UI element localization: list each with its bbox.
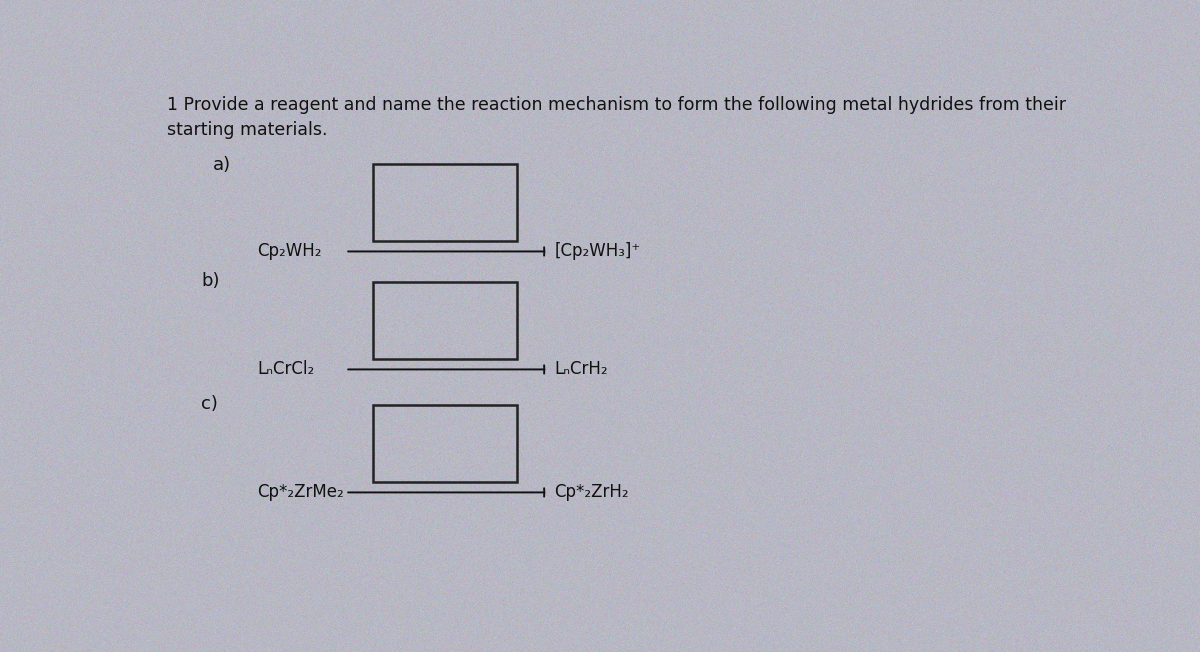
Text: Cp*₂ZrMe₂: Cp*₂ZrMe₂ [257, 483, 343, 501]
Text: c): c) [202, 394, 218, 413]
Bar [373, 404, 517, 482]
Bar [373, 282, 517, 359]
Text: [Cp₂WH₃]⁺: [Cp₂WH₃]⁺ [554, 243, 641, 260]
Text: Cp₂WH₂: Cp₂WH₂ [257, 243, 322, 260]
Bar [373, 164, 517, 241]
Text: Cp*₂ZrH₂: Cp*₂ZrH₂ [554, 483, 629, 501]
Text: LₙCrCl₂: LₙCrCl₂ [257, 361, 314, 378]
Text: starting materials.: starting materials. [167, 121, 328, 139]
Text: a): a) [214, 156, 232, 174]
Text: b): b) [202, 271, 220, 289]
Text: 1 Provide a reagent and name the reaction mechanism to form the following metal : 1 Provide a reagent and name the reactio… [167, 96, 1066, 114]
Text: LₙCrH₂: LₙCrH₂ [554, 361, 608, 378]
